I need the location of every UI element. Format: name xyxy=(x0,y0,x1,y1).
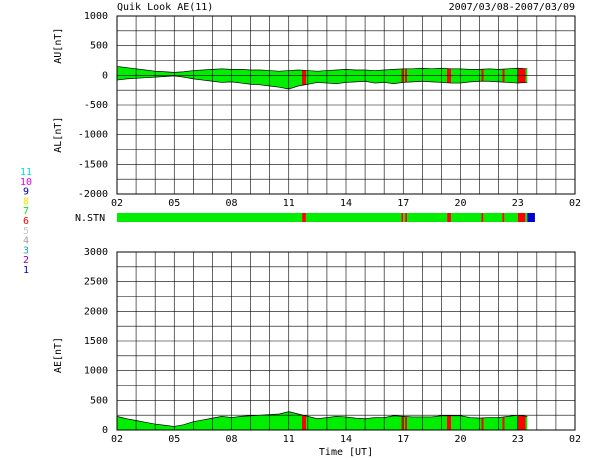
y-tick-label: 1000 xyxy=(84,366,108,377)
x-tick-label: 05 xyxy=(168,198,180,209)
x-tick-label: 05 xyxy=(168,434,180,445)
x-tick-label: 08 xyxy=(225,434,237,445)
x-tick-label: 17 xyxy=(397,434,409,445)
x-tick-label: 20 xyxy=(454,434,466,445)
area-line xyxy=(116,66,528,73)
y-tick-label: 2500 xyxy=(84,277,108,288)
n-stn-segment xyxy=(527,213,535,222)
n-stn-segment xyxy=(305,213,402,222)
x-tick-label: 17 xyxy=(397,198,409,209)
y-tick-label: 3000 xyxy=(84,247,108,258)
n-stn-segment xyxy=(481,213,484,222)
chart-title: Quik Look AE(11) xyxy=(117,2,213,13)
y-tick-label: 0 xyxy=(102,70,108,81)
x-tick-label: 02 xyxy=(111,434,123,445)
x-tick-label: 20 xyxy=(454,198,466,209)
area-fill xyxy=(117,411,528,430)
y-tick-label: -2000 xyxy=(78,189,108,200)
legend-label: 8 xyxy=(23,196,29,207)
n-stn-segment xyxy=(450,213,482,222)
area-fill xyxy=(117,75,528,89)
x-tick-label: 02 xyxy=(569,434,581,445)
x-tick-label: 14 xyxy=(340,434,352,445)
y-tick-label: 2000 xyxy=(84,306,108,317)
y-tick-label: -1000 xyxy=(78,130,108,141)
x-tick-label: 23 xyxy=(512,434,524,445)
x-tick-label: 11 xyxy=(283,434,295,445)
legend-label: 6 xyxy=(23,216,29,227)
legend-label: 2 xyxy=(23,255,29,266)
x-tick-label: 23 xyxy=(512,198,524,209)
area-line xyxy=(116,75,528,90)
x-axis-label: Time [UT] xyxy=(319,447,373,458)
legend-label: 5 xyxy=(23,226,29,237)
legend-label: 11 xyxy=(20,167,32,178)
plot-border xyxy=(116,15,576,195)
n-stn-segment xyxy=(407,213,448,222)
y-tick-label: 500 xyxy=(90,395,108,406)
plot-border xyxy=(116,251,576,431)
x-tick-label: 14 xyxy=(340,198,352,209)
y-axis-label: AL[nT] xyxy=(53,117,64,153)
n-stn-segment xyxy=(502,213,505,222)
y-tick-label: 1500 xyxy=(84,336,108,347)
x-tick-label: 11 xyxy=(283,198,295,209)
n-stn-label: N.STN xyxy=(75,213,105,224)
n-stn-segment xyxy=(517,213,526,222)
legend-label: 3 xyxy=(23,245,29,256)
legend-label: 10 xyxy=(20,177,32,188)
n-stn-segment xyxy=(117,213,303,222)
area-line xyxy=(116,411,528,427)
n-stn-segment xyxy=(302,213,306,222)
n-stn-segment xyxy=(525,213,528,222)
n-stn-segment xyxy=(401,213,404,222)
y-tick-label: -1500 xyxy=(78,159,108,170)
y-axis-label: AU[nT] xyxy=(53,28,64,64)
x-tick-label: 02 xyxy=(111,198,123,209)
x-tick-label: 08 xyxy=(225,198,237,209)
date-range: 2007/03/08-2007/03/09 xyxy=(449,2,575,13)
legend-label: 4 xyxy=(23,236,29,247)
y-tick-label: -500 xyxy=(84,100,108,111)
legend-label: 7 xyxy=(23,206,29,217)
legend-label: 9 xyxy=(23,187,29,198)
y-tick-label: 1000 xyxy=(84,11,108,22)
y-tick-label: 0 xyxy=(102,425,108,436)
n-stn-segment xyxy=(405,213,408,222)
legend-label: 1 xyxy=(23,265,29,276)
n-stn-segment xyxy=(504,213,518,222)
y-tick-label: 500 xyxy=(90,41,108,52)
x-tick-label: 02 xyxy=(569,198,581,209)
n-stn-segment xyxy=(403,213,406,222)
n-stn-segment xyxy=(483,213,503,222)
y-axis-label: AE[nT] xyxy=(53,337,64,373)
n-stn-segment xyxy=(447,213,451,222)
